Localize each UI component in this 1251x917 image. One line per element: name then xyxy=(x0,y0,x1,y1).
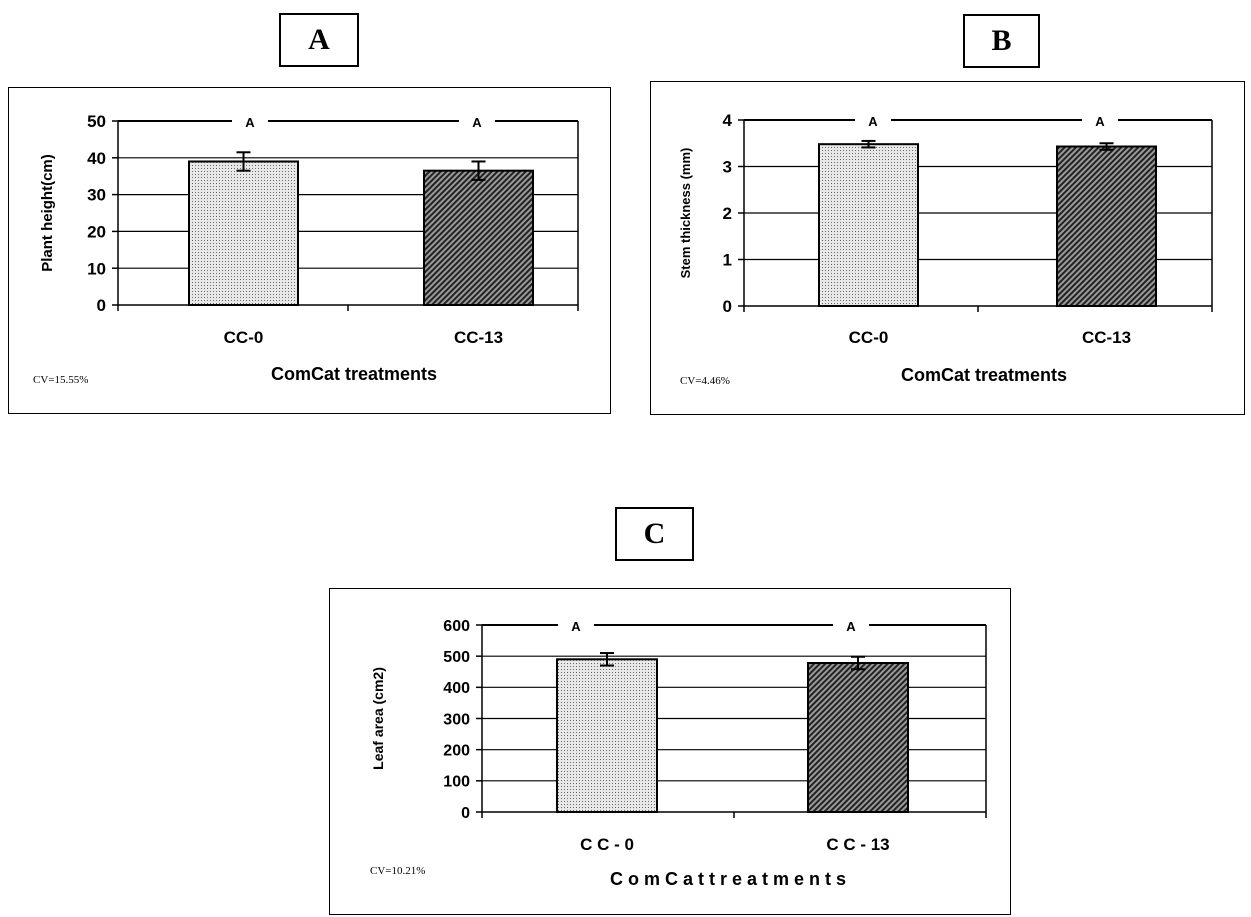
y-tick-label: 40 xyxy=(87,149,106,168)
y-tick-label: 0 xyxy=(723,297,732,316)
y-axis-title: Stem thickness (mm) xyxy=(678,148,693,279)
panel-label-b-text: B xyxy=(991,24,1012,57)
y-tick-label: 300 xyxy=(443,711,470,728)
y-tick-label: 100 xyxy=(443,774,470,791)
category-label-1: CC-0 xyxy=(224,328,264,347)
y-tick-label: 0 xyxy=(97,296,106,315)
y-tick-label: 600 xyxy=(443,618,470,635)
y-tick-label: 500 xyxy=(443,649,470,666)
y-tick-label: 10 xyxy=(87,259,106,278)
panel-label-c: C xyxy=(615,507,694,561)
bar-2 xyxy=(807,662,909,813)
x-axis-title: ComCat treatments xyxy=(271,364,437,384)
x-axis-title: C o m C a t t r e a t m e n t s xyxy=(610,869,846,889)
panel-label-a: A xyxy=(279,13,359,67)
y-axis-title: Plant height(cm) xyxy=(39,154,56,272)
y-tick-label: 3 xyxy=(723,158,732,177)
y-tick-label: 400 xyxy=(443,680,470,697)
significance-letter-2: A xyxy=(472,115,482,130)
y-tick-label: 50 xyxy=(87,112,106,131)
category-label-2: CC-13 xyxy=(454,328,503,347)
y-tick-label: 200 xyxy=(443,742,470,759)
category-label-1: CC-0 xyxy=(849,328,889,347)
significance-letter-2: A xyxy=(846,619,856,634)
y-tick-label: 1 xyxy=(723,251,732,270)
significance-letter-1: A xyxy=(868,114,878,129)
category-label-2: CC-13 xyxy=(1082,328,1131,347)
cv-annotation: CV=15.55% xyxy=(33,374,88,386)
bar-1 xyxy=(556,658,658,813)
y-axis-title: Leaf area (cm2) xyxy=(370,667,386,770)
panel-label-c-text: C xyxy=(643,517,666,550)
y-tick-label: 0 xyxy=(461,805,470,822)
y-tick-label: 4 xyxy=(723,111,733,130)
bar-2 xyxy=(423,169,534,306)
y-tick-label: 2 xyxy=(723,204,732,223)
bar-1 xyxy=(818,143,919,307)
category-label-1: C C - 0 xyxy=(580,835,634,854)
significance-letter-1: A xyxy=(245,115,255,130)
cv-annotation: CV=10.21% xyxy=(370,865,425,877)
category-label-2: C C - 13 xyxy=(826,835,889,854)
cv-annotation: CV=4.46% xyxy=(680,375,730,387)
bar-1 xyxy=(188,160,299,306)
x-axis-title: ComCat treatments xyxy=(901,365,1067,385)
bar-2 xyxy=(1056,145,1157,307)
panel-label-b: B xyxy=(963,14,1040,68)
significance-letter-1: A xyxy=(571,619,581,634)
y-tick-label: 30 xyxy=(87,186,106,205)
significance-letter-2: A xyxy=(1095,114,1105,129)
y-tick-label: 20 xyxy=(87,223,106,242)
panel-label-a-text: A xyxy=(308,23,330,56)
